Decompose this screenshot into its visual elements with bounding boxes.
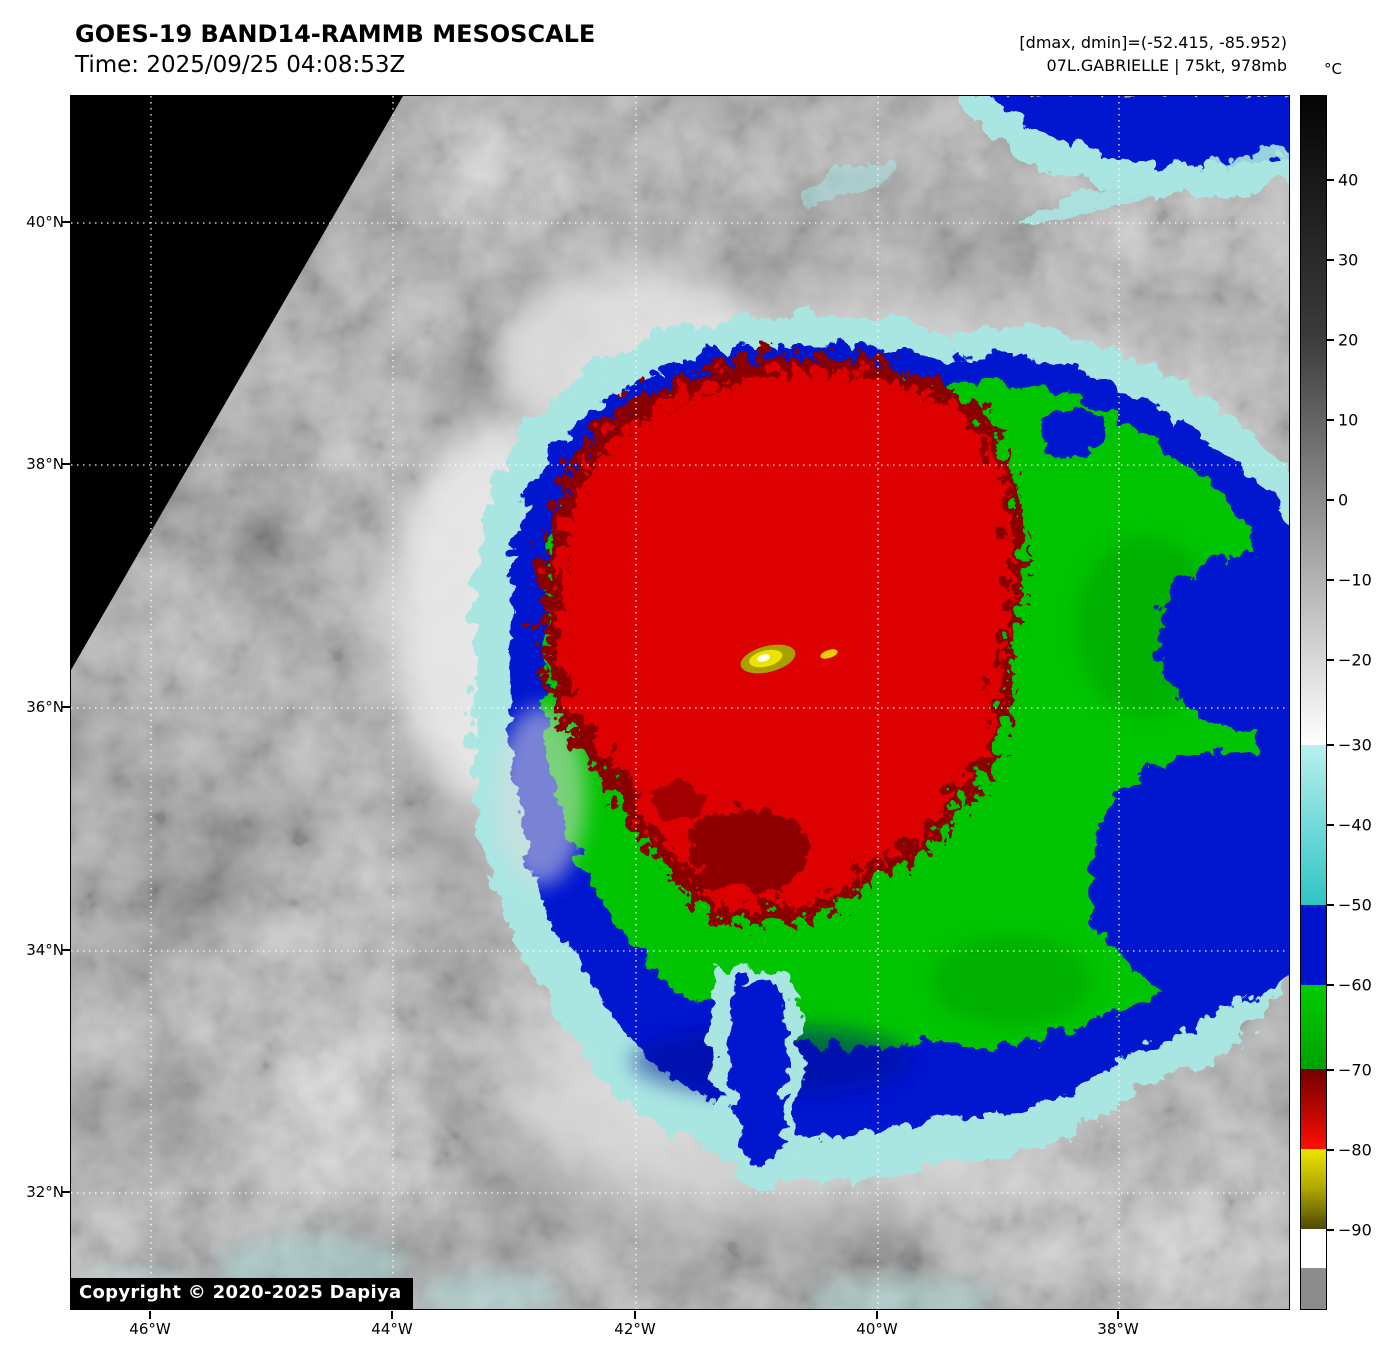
colorbar-tickmark <box>1327 984 1334 986</box>
satellite-map: Copyright © 2020-2025 Dapiya <box>70 95 1290 1310</box>
colorbar-tick-label: −30 <box>1338 735 1372 755</box>
colorbar-tick-label: −80 <box>1338 1140 1372 1160</box>
lat-tickmark <box>62 1191 70 1193</box>
latlon-grid <box>71 96 1289 1309</box>
colorbar-tick-label: −10 <box>1338 570 1372 590</box>
colorbar-tickmark <box>1327 1069 1334 1071</box>
colorbar-tick-label: 20 <box>1338 330 1359 350</box>
eye-center <box>757 654 770 662</box>
colorbar-tickmark <box>1327 179 1334 181</box>
lat-label: 38°N <box>26 455 64 473</box>
colorbar-tick-label: 0 <box>1338 490 1349 510</box>
low-cloud-cyan-patch <box>421 1274 561 1309</box>
lat-label: 36°N <box>26 698 64 716</box>
dmax-dmin-readout: [dmax, dmin]=(-52.415, -85.952) <box>1019 33 1287 52</box>
colorbar-tick-label: −40 <box>1338 815 1372 835</box>
colorbar-tick-label: 40 <box>1338 170 1359 190</box>
colorbar-tickmark <box>1327 1229 1334 1231</box>
lon-tickmark <box>634 1311 636 1319</box>
lat-tickmark <box>62 706 70 708</box>
lon-label: 38°W <box>1097 1320 1139 1338</box>
storm-darkred-patch <box>683 802 803 886</box>
low-cloud-cyan-patch <box>806 1280 996 1309</box>
corner-blue-cloud <box>986 96 1289 162</box>
northeast-cloud-band <box>797 96 1289 220</box>
storm-darkred-patch <box>643 776 699 816</box>
lon-tickmark <box>876 1311 878 1319</box>
colorbar-tick-label: −90 <box>1338 1220 1372 1240</box>
no-data-wedge <box>71 96 403 670</box>
lat-label: 40°N <box>26 213 64 231</box>
lat-tickmark <box>62 221 70 223</box>
colorbar-tickmark <box>1327 499 1334 501</box>
colorbar-unit-label: °C <box>1324 60 1342 78</box>
colorbar-tick-label: −50 <box>1338 895 1372 915</box>
lat-tickmark <box>62 949 70 951</box>
timestamp: Time: 2025/09/25 04:08:53Z <box>75 52 406 78</box>
lat-label: 32°N <box>26 1183 64 1201</box>
storm-blue-patch <box>1083 746 1289 996</box>
colorbar-tickmark <box>1327 744 1334 746</box>
colorbar-tickmark <box>1327 339 1334 341</box>
colorbar-tickmark <box>1327 419 1334 421</box>
colorbar-tickmark <box>1327 579 1334 581</box>
lon-tickmark <box>149 1311 151 1319</box>
colorbar-tick-label: 30 <box>1338 250 1359 270</box>
colorbar-tickmark <box>1327 259 1334 261</box>
lat-label: 34°N <box>26 941 64 959</box>
storm-tail-blue <box>722 974 783 1162</box>
storm-eye <box>740 644 796 674</box>
green-texture-blob <box>931 936 1091 1026</box>
storm-blue-patch <box>1032 401 1100 451</box>
lon-label: 44°W <box>371 1320 413 1338</box>
colorbar-tick-label: −20 <box>1338 650 1372 670</box>
colorbar-tick-label: −70 <box>1338 1060 1372 1080</box>
colorbar-tick-label: −60 <box>1338 975 1372 995</box>
storm-gabrielle <box>467 308 1289 1184</box>
lon-label: 40°W <box>856 1320 898 1338</box>
colorbar-tickmark <box>1327 824 1334 826</box>
cyan-streak <box>1009 140 1289 220</box>
storm-info: 07L.GABRIELLE | 75kt, 978mb <box>1046 56 1287 75</box>
colorbar-tick-labels: 40 30 20 10 0 −10 −20 −30 −40 −50 −60 −70 −80 −90 <box>1338 95 1388 1310</box>
colorbar-tickmark <box>1327 1149 1334 1151</box>
storm-blue-patch <box>1151 546 1289 726</box>
west-flank-cloud <box>496 706 586 886</box>
lat-tickmark <box>62 463 70 465</box>
lon-tickmark <box>391 1311 393 1319</box>
colorbar-tick-label: 10 <box>1338 410 1359 430</box>
colorbar-tickmark <box>1327 904 1334 906</box>
colorbar-tickmark <box>1327 659 1334 661</box>
lon-tickmark <box>1117 1311 1119 1319</box>
colorbar <box>1300 95 1327 1310</box>
lon-label: 42°W <box>614 1320 656 1338</box>
cyan-streak <box>797 156 889 200</box>
storm-red-core <box>547 361 1002 898</box>
storm-eye-fleck <box>820 649 838 659</box>
copyright-badge: Copyright © 2020-2025 Dapiya <box>71 1278 414 1309</box>
lon-label: 46°W <box>129 1320 171 1338</box>
product-title: GOES-19 BAND14-RAMMB MESOSCALE <box>75 20 596 48</box>
satellite-image <box>71 96 1289 1309</box>
